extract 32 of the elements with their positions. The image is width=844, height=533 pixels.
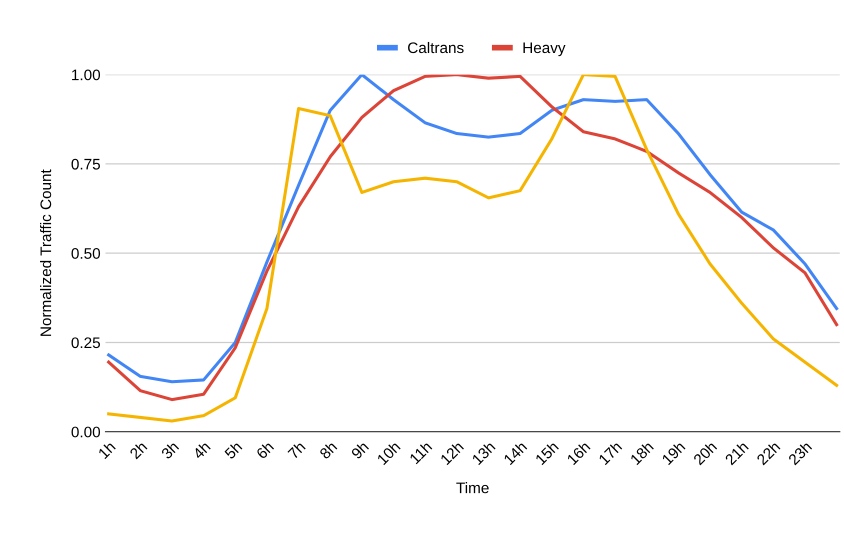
legend-label: Heavy: [523, 42, 566, 56]
x-tick-label: 5h: [224, 440, 242, 460]
x-tick-label: 12h: [440, 440, 464, 466]
x-tick-label: 17h: [598, 440, 622, 466]
x-tick-label: 10h: [376, 440, 401, 466]
y-axis-title: Normalized Traffic Count: [40, 169, 52, 336]
x-tick-label: 19h: [661, 440, 686, 466]
x-tick-label: 14h: [502, 440, 528, 466]
y-tick-label: 1.00: [72, 69, 100, 80]
x-tick-label: 23h: [787, 440, 812, 466]
y-tick-label: 0.25: [72, 337, 100, 348]
x-tick-label: 18h: [630, 440, 654, 466]
x-tick-label: 4h: [192, 440, 211, 460]
x-tick-label: 15h: [534, 440, 559, 466]
x-tick-label: 7h: [287, 440, 306, 460]
x-axis-title: Time: [456, 482, 489, 494]
x-tick-label: 3h: [160, 440, 180, 460]
x-tick-label: 2h: [128, 440, 148, 460]
x-tick-label: 6h: [255, 440, 274, 460]
x-tick-label: 21h: [724, 440, 749, 466]
x-tick-label: 16h: [566, 440, 591, 466]
y-tick-label: 0.50: [72, 248, 100, 259]
x-tick-label: 8h: [318, 440, 338, 460]
y-tick-label: 0.00: [72, 426, 100, 438]
x-tick-label: 1h: [97, 440, 116, 460]
legend-label: Caltrans: [408, 42, 464, 54]
y-tick-label: 0.75: [72, 158, 100, 170]
x-tick-label: 11h: [408, 440, 432, 464]
x-tick-label: 22h: [756, 440, 780, 466]
x-tick-label: 9h: [350, 440, 370, 460]
x-tick-label: 13h: [471, 440, 496, 466]
x-tick-label: 20h: [692, 440, 718, 466]
